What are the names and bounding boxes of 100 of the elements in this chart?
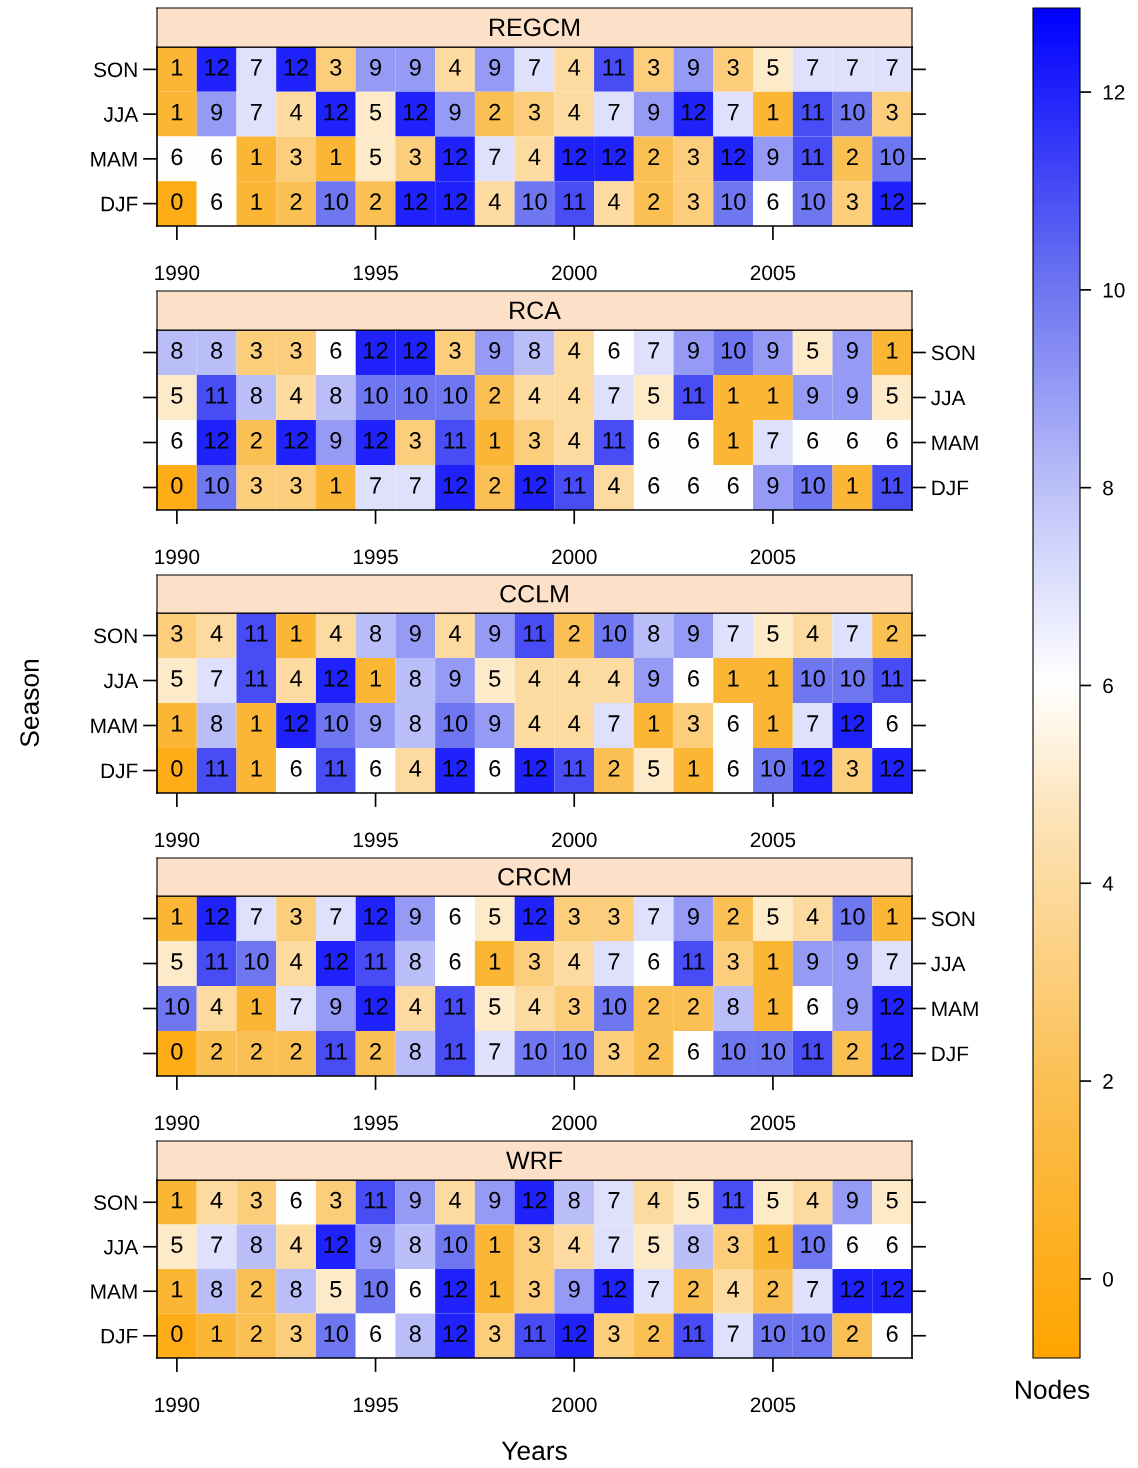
data-label: 6 [449,908,461,925]
data-label: 9 [211,103,223,121]
y-tick-label: MAM [91,1284,137,1299]
data-label: 11 [802,1043,824,1060]
data-label: 10 [801,1325,825,1343]
data-label: 6 [648,477,660,494]
data-label: 2 [847,1325,858,1342]
data-label: 6 [290,760,302,777]
data-label: 11 [325,1043,347,1060]
data-label: 9 [846,387,858,404]
data-label: 8 [409,1043,421,1060]
data-label: 0 [171,1043,183,1060]
data-label: 10 [602,625,627,642]
chart-title: CRCM [498,867,570,886]
data-label: 9 [846,342,858,359]
data-label: 8 [648,625,660,642]
data-label: 6 [807,432,819,449]
data-label: 4 [647,1192,660,1209]
data-label: 4 [290,953,302,970]
data-label: 2 [648,1043,660,1060]
y-tick-label: MAM [91,152,137,167]
data-label: 1 [728,670,739,687]
x-tick-label: 1995 [353,832,398,848]
data-label: 3 [528,1236,541,1254]
chart-title: WRF [506,1151,562,1169]
data-label: 12 [682,103,706,121]
data-label: 11 [603,432,626,449]
data-label: 12 [324,1236,348,1253]
data-label: 3 [250,477,262,494]
data-label: 4 [568,953,581,970]
data-label: 1 [251,998,262,1015]
y-tick-label: DJF [932,480,969,496]
data-label: 7 [886,953,898,970]
data-label: 10 [443,1236,468,1254]
data-label: 6 [727,477,739,494]
data-label: 7 [211,670,222,687]
data-label: 11 [206,760,228,777]
x-tick-label: 2005 [750,265,796,281]
data-label: 5 [767,59,779,76]
y-tick-label: MAM [91,718,137,734]
data-label: 3 [250,342,262,359]
data-label: 3 [727,1236,739,1254]
data-label: 4 [329,625,342,642]
data-label: 2 [648,998,660,1015]
y-tick-label: JJA [103,673,139,689]
data-label: 6 [409,1280,421,1298]
data-label: 4 [568,387,581,404]
data-label: 11 [206,387,228,404]
data-label: 7 [648,1281,660,1298]
data-label: 7 [608,1236,620,1253]
data-label: 2 [370,193,381,210]
x-axis-title: Years [501,1441,567,1461]
data-label: 5 [330,1281,342,1298]
data-label: 11 [563,760,586,777]
data-label: 11 [444,998,467,1015]
data-label: 6 [211,193,223,210]
data-label: 6 [171,432,183,449]
data-label: 8 [727,998,739,1015]
data-label: 9 [687,342,699,359]
data-label: 5 [687,1192,700,1209]
data-label: 1 [291,625,302,642]
data-label: 10 [801,1236,825,1254]
data-label: 2 [250,1280,262,1298]
data-label: 8 [171,342,183,359]
data-label: 1 [251,148,262,165]
y-tick-label: JJA [931,956,966,972]
data-label: 1 [688,760,699,777]
data-label: 4 [290,103,302,121]
y-tick-label: SON [94,1195,137,1210]
data-label: 1 [211,1325,223,1342]
data-label: 9 [409,1191,421,1209]
data-label: 12 [801,760,825,777]
data-label: 4 [568,432,581,449]
data-label: 12 [443,1325,467,1342]
data-label: 1 [490,1236,501,1253]
data-label: 6 [370,1325,382,1343]
x-tick-label: 2000 [552,1397,597,1413]
data-label: 6 [688,432,699,449]
data-label: 6 [767,193,779,210]
y-tick-label: DJF [101,1328,138,1344]
data-label: 2 [648,1325,660,1342]
data-label: 7 [608,953,620,970]
data-label: 4 [607,477,620,494]
data-label: 1 [172,1192,183,1209]
data-label: 4 [210,1192,223,1209]
data-label: 8 [568,1191,580,1209]
data-label: 2 [211,1043,222,1060]
data-label: 6 [727,715,739,732]
data-label: 12 [523,908,547,925]
data-label: 9 [568,1280,580,1298]
y-tick-label: MAM [932,1001,978,1017]
data-label: 1 [728,387,739,404]
data-label: 5 [369,148,382,166]
data-label: 3 [687,715,699,732]
data-label: 12 [284,432,309,449]
data-label: 1 [331,148,342,165]
data-label: 3 [568,908,580,925]
data-label: 7 [608,103,620,121]
data-label: 4 [806,1192,819,1209]
data-label: 3 [568,998,580,1015]
